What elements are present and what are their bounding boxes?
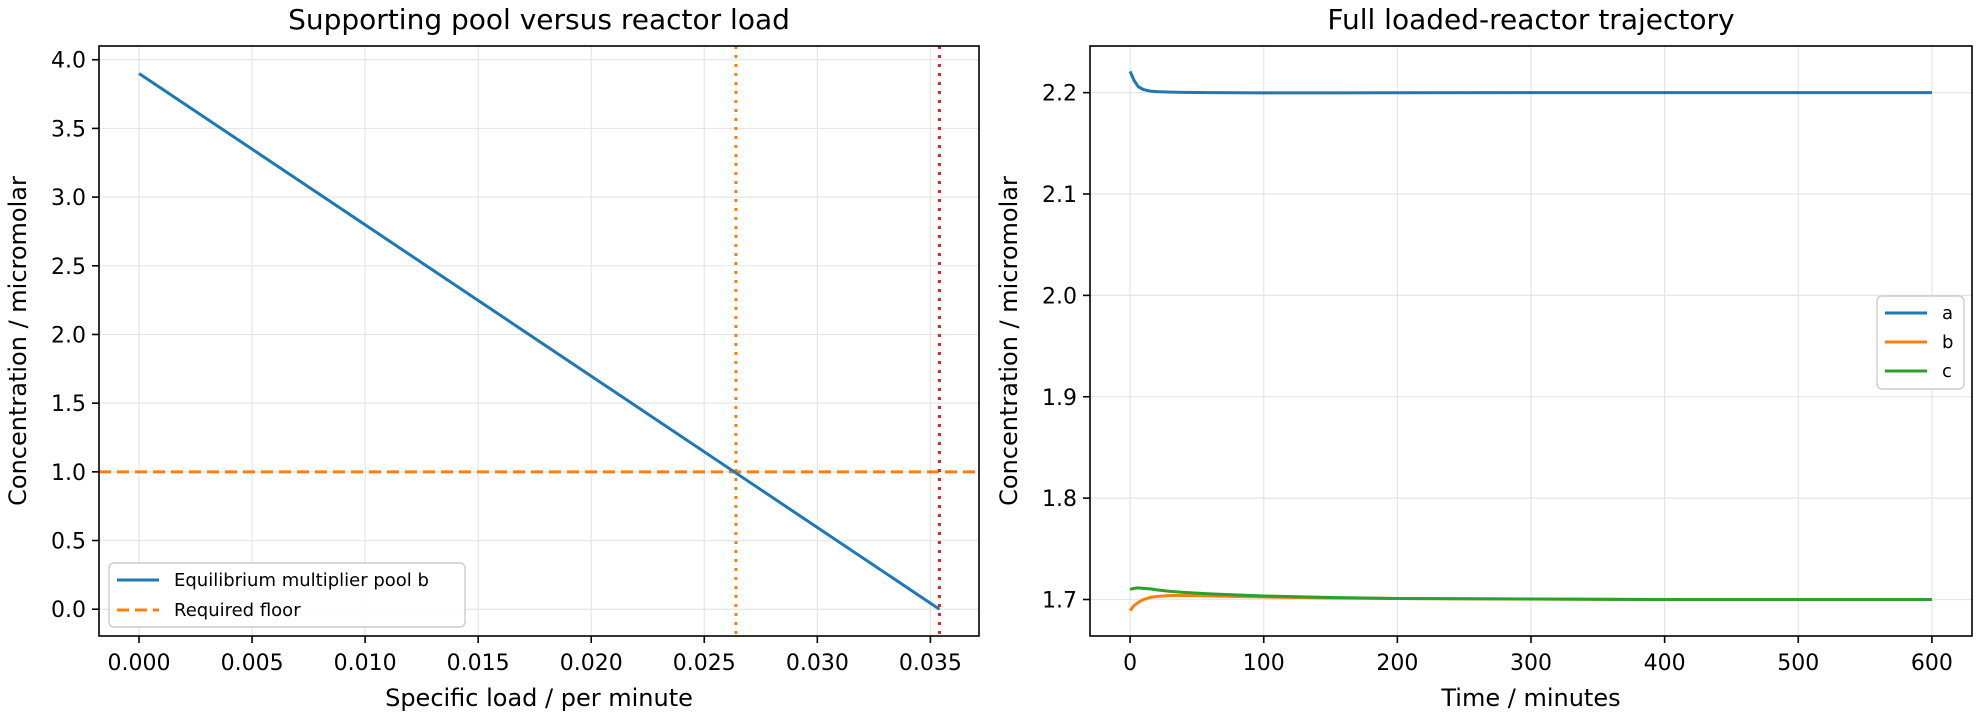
legend-label: Equilibrium multiplier pool b <box>174 570 429 591</box>
y-tick-label: 2.0 <box>1042 284 1077 309</box>
x-tick-label: 0.020 <box>560 651 623 676</box>
legend: Equilibrium multiplier pool b Required fl… <box>108 562 466 628</box>
x-tick-label: 0.025 <box>673 651 736 676</box>
legend-label: Required floor <box>174 600 301 621</box>
chart-title: Full loaded-reactor trajectory <box>1327 3 1734 36</box>
x-axis-label: Specific load / per minute <box>385 684 693 712</box>
x-tick-label: 0.005 <box>221 651 284 676</box>
y-tick-label: 3.0 <box>51 186 86 211</box>
y-tick-label: 1.0 <box>51 461 86 486</box>
y-tick-label: 1.9 <box>1042 386 1077 411</box>
x-tick-label: 600 <box>1911 651 1953 676</box>
y-tick-label: 2.2 <box>1042 82 1077 107</box>
legend-label: c <box>1942 361 1952 382</box>
legend: abc <box>1876 295 1965 390</box>
y-tick-label: 2.5 <box>51 255 86 280</box>
y-tick-label: 2.1 <box>1042 183 1077 208</box>
x-tick-label: 0.010 <box>334 651 397 676</box>
chart-2: 0 100 200 300 400 500 600 1.7 1.8 1.9 2.0 2.1 2.2 Ful… <box>995 3 1973 712</box>
x-tick-label: 0.030 <box>786 651 849 676</box>
x-tick-label: 0.035 <box>899 651 962 676</box>
y-tick-label: 2.0 <box>51 323 86 348</box>
series-line-1 <box>1128 70 1932 95</box>
plot-area <box>99 46 979 636</box>
y-tick-label: 0.0 <box>51 598 86 623</box>
plot-area <box>1128 70 1932 612</box>
chart-1: 0.000 0.005 0.010 0.015 0.020 0.025 0.030 0.035… <box>4 3 980 712</box>
x-tick-label: 400 <box>1644 651 1686 676</box>
x-tick-label: 0.015 <box>447 651 510 676</box>
y-tick-label: 3.5 <box>51 117 86 142</box>
series-line-1 <box>138 72 941 611</box>
x-axis-label: Time / minutes <box>1440 684 1620 712</box>
series-line-3 <box>1129 586 1932 602</box>
legend-label: a <box>1942 303 1953 324</box>
legend-label: b <box>1942 332 1953 353</box>
x-tick-label: 500 <box>1777 651 1819 676</box>
y-tick-label: 4.0 <box>51 49 86 74</box>
x-tick-label: 0.000 <box>108 651 171 676</box>
y-axis-label: Concentration / micromolar <box>4 176 32 506</box>
x-tick-label: 0 <box>1123 651 1137 676</box>
x-tick-label: 300 <box>1510 651 1552 676</box>
y-tick-label: 0.5 <box>51 530 86 555</box>
y-tick-label: 1.7 <box>1042 589 1077 614</box>
axes-frame <box>98 45 980 637</box>
x-tick-label: 100 <box>1243 651 1285 676</box>
y-tick-label: 1.5 <box>51 392 86 417</box>
legend-frame <box>108 562 466 628</box>
chart-title: Supporting pool versus reactor load <box>288 3 790 36</box>
y-tick-label: 1.8 <box>1042 487 1077 512</box>
x-tick-label: 200 <box>1376 651 1418 676</box>
y-axis-label: Concentration / micromolar <box>995 176 1023 506</box>
